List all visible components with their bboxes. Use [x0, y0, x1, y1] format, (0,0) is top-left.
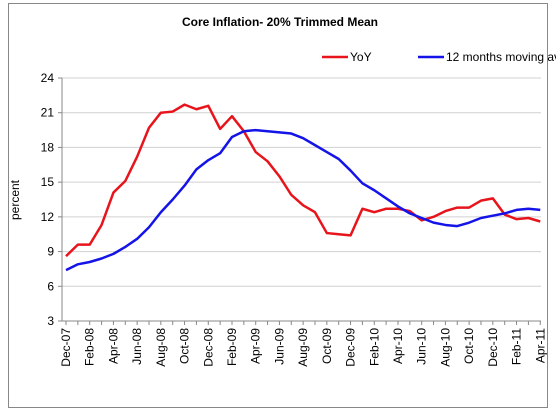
x-tick-label: Jun-09 — [272, 328, 286, 365]
y-tick-label: 15 — [41, 175, 55, 189]
x-tick-label: Dec-08 — [201, 328, 215, 367]
x-tick-label: Apr-08 — [106, 328, 120, 364]
x-tick-label: Aug-08 — [154, 328, 168, 367]
x-tick-label: Aug-10 — [438, 328, 452, 367]
x-tick-label: Oct-08 — [178, 328, 192, 364]
y-tick-label: 18 — [41, 140, 55, 154]
x-tick-label: Dec-10 — [486, 328, 500, 367]
x-tick-label: Oct-10 — [462, 328, 476, 364]
y-axis-label: percent — [8, 179, 22, 220]
x-tick-label: Oct-09 — [320, 328, 334, 364]
y-tick-label: 21 — [41, 106, 55, 120]
x-tick-label: Dec-07 — [59, 328, 73, 367]
x-tick-label: Feb-08 — [83, 328, 97, 366]
chart-title: Core Inflation- 20% Trimmed Mean — [182, 15, 378, 29]
x-tick-label: Feb-09 — [225, 328, 239, 366]
legend-label: YoY — [350, 50, 372, 64]
chart-frame — [8, 3, 548, 408]
x-tick-label: Feb-11 — [510, 328, 524, 365]
x-tick-label: Feb-10 — [367, 328, 381, 366]
y-tick-label: 3 — [47, 314, 54, 328]
series-line — [65, 103, 541, 258]
x-tick-label: Apr-11 — [533, 328, 547, 363]
y-tick-label: 12 — [41, 210, 55, 224]
x-tick-label: Jun-10 — [415, 328, 429, 365]
legend-label: 12 months moving average — [446, 50, 556, 64]
y-tick-label: 24 — [41, 71, 55, 85]
x-tick-label: Jun-08 — [130, 328, 144, 365]
series-line — [65, 128, 541, 272]
x-tick-label: Aug-09 — [296, 328, 310, 367]
y-tick-label: 6 — [47, 279, 54, 293]
y-tick-label: 9 — [47, 245, 54, 259]
x-tick-label: Apr-09 — [249, 328, 263, 364]
x-tick-label: Dec-09 — [344, 328, 358, 367]
x-tick-label: Apr-10 — [391, 328, 405, 364]
